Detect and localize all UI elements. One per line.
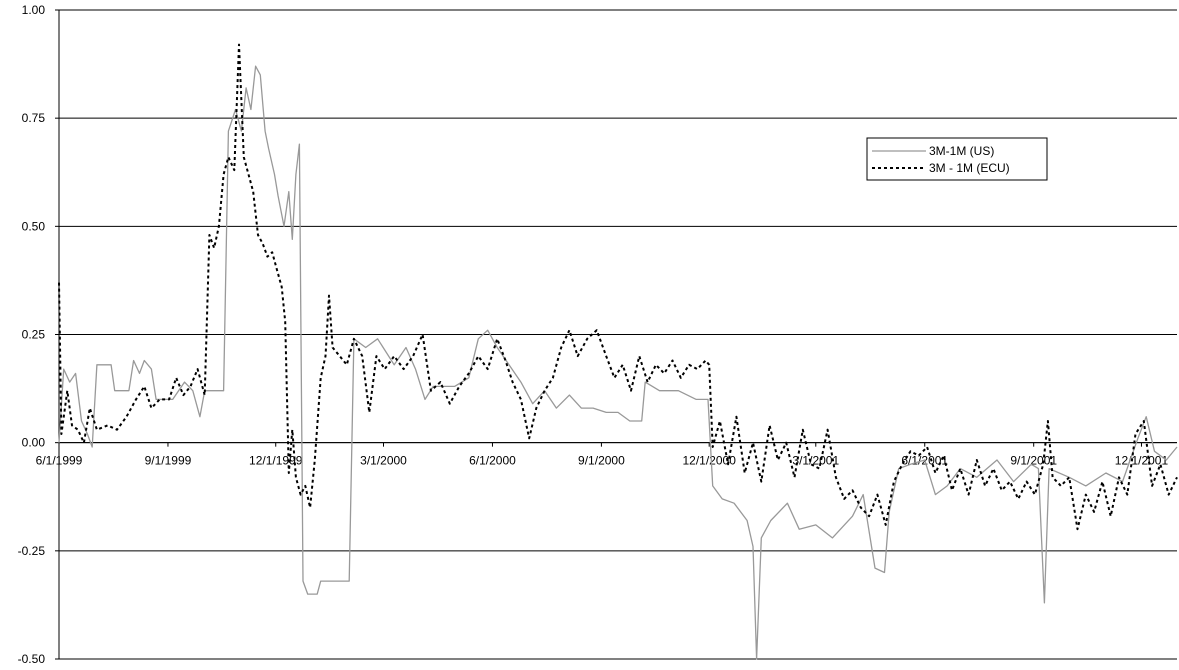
legend-label-ecu: 3M - 1M (ECU) — [929, 161, 1010, 175]
x-tick-label-9: 9/1/2001 — [1010, 454, 1057, 468]
series-line-1 — [58, 43, 1178, 531]
y-tick-labels: 1.00 0.75 0.50 0.25 0.00 -0.25 -0.50 — [18, 3, 46, 666]
legend-label-us: 3M-1M (US) — [929, 144, 994, 158]
y-tick-label-0: 1.00 — [22, 3, 46, 17]
x-tick-label-7: 3/1/2001 — [792, 454, 839, 468]
gridlines — [59, 9, 1177, 552]
legend-box — [866, 137, 1048, 181]
y-tick-label-4: 0.00 — [22, 436, 46, 450]
axes — [55, 9, 1177, 660]
series-line-0 — [58, 65, 1178, 660]
x-tick-labels: 6/1/1999 9/1/1999 12/1/1999 3/1/2000 6/1/200… — [36, 454, 1169, 468]
series-lines — [58, 43, 1178, 660]
y-tick-label-2: 0.50 — [22, 219, 46, 233]
x-tick-label-5: 9/1/2000 — [578, 454, 625, 468]
y-tick-label-1: 0.75 — [22, 111, 46, 125]
y-tick-label-5: -0.25 — [18, 544, 46, 558]
y-tick-label-3: 0.25 — [22, 328, 46, 342]
x-tick-label-6: 12/1/2000 — [682, 454, 736, 468]
legend: 3M-1M (US) 3M - 1M (ECU) — [866, 137, 1048, 181]
x-tick-label-2: 12/1/1999 — [249, 454, 303, 468]
y-tick-label-6: -0.50 — [18, 652, 46, 666]
x-tick-label-1: 9/1/1999 — [145, 454, 192, 468]
x-tick-label-0: 6/1/1999 — [36, 454, 83, 468]
x-tick-label-4: 6/1/2000 — [469, 454, 516, 468]
x-tick-label-3: 3/1/2000 — [360, 454, 407, 468]
